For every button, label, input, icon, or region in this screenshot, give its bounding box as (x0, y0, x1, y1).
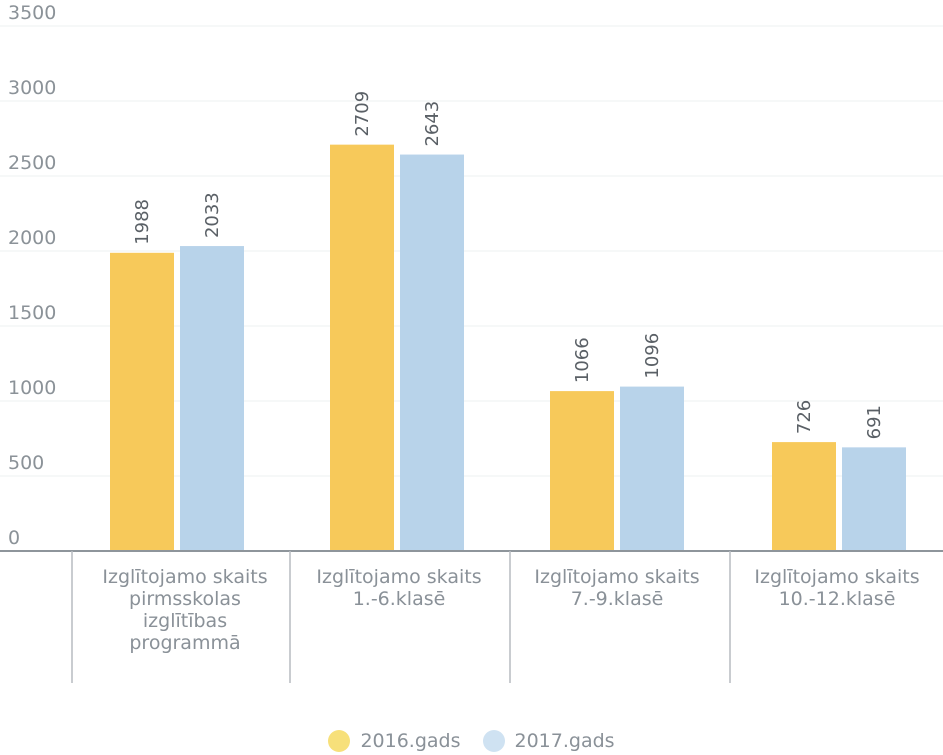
bar-2016gads-1 (330, 144, 394, 551)
y-tick-label: 1500 (8, 302, 56, 324)
bars (110, 144, 906, 552)
bar-2016gads-0 (110, 252, 174, 552)
y-tick-label: 2500 (8, 152, 56, 174)
bar-value-label: 1096 (642, 333, 663, 379)
legend-swatch-2017 (482, 730, 505, 752)
legend-item-2017: 2017.gads (482, 730, 615, 752)
y-tick-label: 3000 (8, 77, 56, 99)
y-tick-label: 3500 (8, 2, 56, 24)
legend-item-2016: 2016.gads (328, 730, 461, 752)
bar-2017gads-3 (842, 447, 906, 551)
legend-label-2017: 2017.gads (514, 730, 615, 752)
bar-value-label: 1988 (132, 199, 153, 245)
bar-2017gads-0 (180, 246, 244, 552)
bar-chart: 0 500 1000 1500 2000 2500 3000 3500 1988 2033 270… (0, 2, 943, 683)
bar-2017gads-2 (620, 386, 684, 551)
bar-value-label: 2033 (202, 192, 223, 238)
y-tick-label: 0 (8, 527, 20, 549)
y-tick-label: 500 (8, 452, 44, 474)
bar-value-label: 691 (864, 405, 885, 439)
legend-label-2016: 2016.gads (360, 730, 461, 752)
bar-value-label: 2709 (352, 91, 373, 137)
value-labels: 1988 2033 2709 2643 1066 1096 726 691 (132, 91, 885, 440)
y-tick-label: 2000 (8, 227, 56, 249)
category-label-grades-1-6: Izglītojamo skaits 1.-6.klasē (316, 566, 482, 610)
category-label-grades-10-12: Izglītojamo skaits 10.-12.klasē (754, 566, 920, 610)
category-dividers (71, 551, 731, 683)
y-tick-label: 1000 (8, 377, 56, 399)
category-label-preschool: Izglītojamo skaits pirmsskolas izglītība… (102, 566, 268, 654)
legend-swatch-2016 (328, 730, 351, 752)
category-label-grades-7-9: Izglītojamo skaits 7.-9.klasē (534, 566, 700, 610)
bar-value-label: 2643 (422, 101, 443, 147)
bar-2016gads-2 (550, 391, 614, 551)
bar-value-label: 726 (794, 400, 815, 434)
y-axis: 0 500 1000 1500 2000 2500 3000 3500 (8, 2, 56, 549)
bar-value-label: 1066 (572, 337, 593, 383)
bar-2016gads-3 (772, 442, 836, 551)
bar-2017gads-1 (400, 154, 464, 552)
legend: 2016.gads 2017.gads (0, 727, 943, 755)
